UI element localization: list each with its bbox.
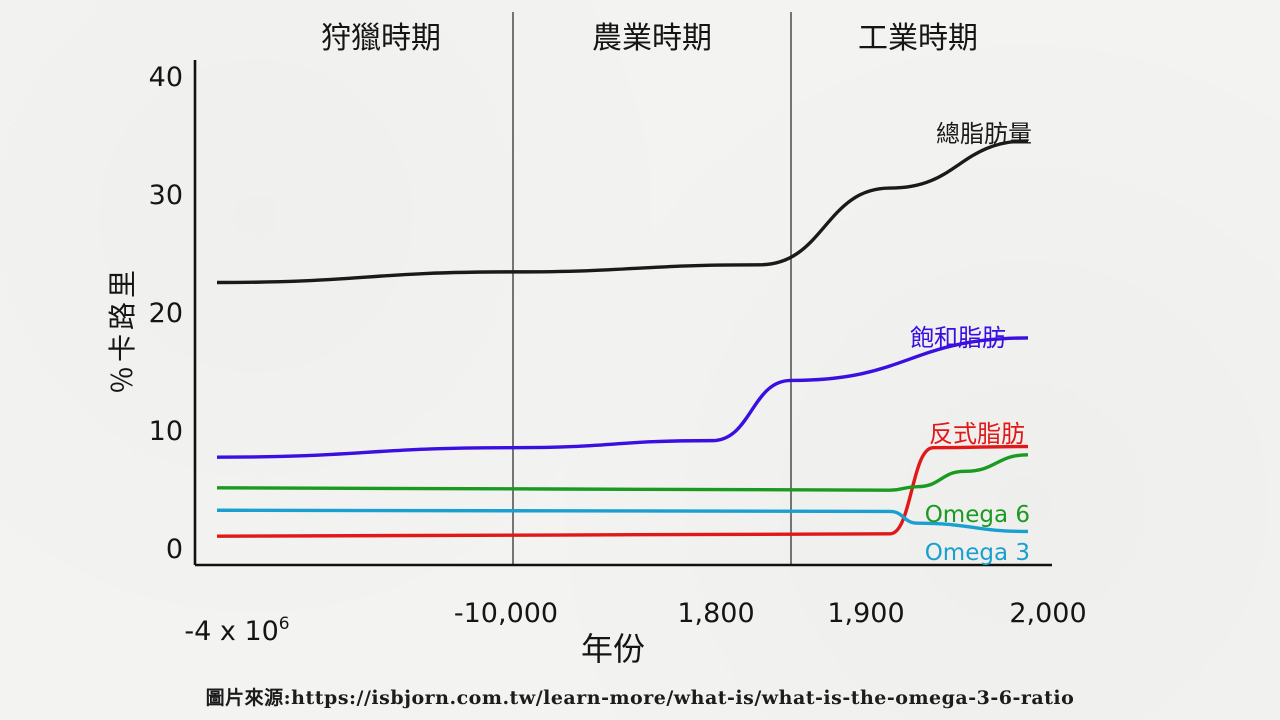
y-axis-title: ％卡路里 (106, 266, 139, 394)
series-label: Omega 6 (925, 502, 1030, 528)
y-tick-label: 20 (149, 298, 183, 329)
series-label: 總脂肪量 (936, 120, 1032, 148)
series-line (216, 453, 1029, 492)
y-tick-label: 40 (149, 62, 183, 93)
series-line (216, 444, 1029, 538)
y-tick-label: 10 (149, 416, 183, 447)
series-label: 飽和脂肪 (910, 324, 1006, 352)
fat-intake-line-chart: 狩獵時期 農業時期 工業時期 0 10 20 30 40 -4 x 106 -10,000 1,8… (106, 12, 1087, 668)
series-line (216, 139, 1029, 285)
period-label: 工業時期 (858, 21, 978, 56)
x-tick-label: -10,000 (454, 598, 558, 629)
x-axis-title: 年份 (581, 630, 645, 668)
x-tick-label: 2,000 (1009, 598, 1086, 629)
series-label: Omega 3 (925, 540, 1030, 566)
period-label: 農業時期 (592, 21, 712, 56)
series-line (216, 336, 1029, 459)
y-tick-label: 30 (149, 180, 183, 211)
x-tick-label: 1,900 (827, 598, 904, 629)
period-label: 狩獵時期 (321, 21, 441, 56)
series-label: 反式脂肪 (929, 420, 1025, 448)
x-tick-label: 1,800 (677, 598, 754, 629)
x-tick-label: -4 x 106 (184, 614, 289, 647)
source-caption: 圖片來源:https://isbjorn.com.tw/learn-more/w… (205, 687, 1075, 709)
series-line (216, 508, 1029, 534)
y-tick-label: 0 (166, 534, 183, 565)
